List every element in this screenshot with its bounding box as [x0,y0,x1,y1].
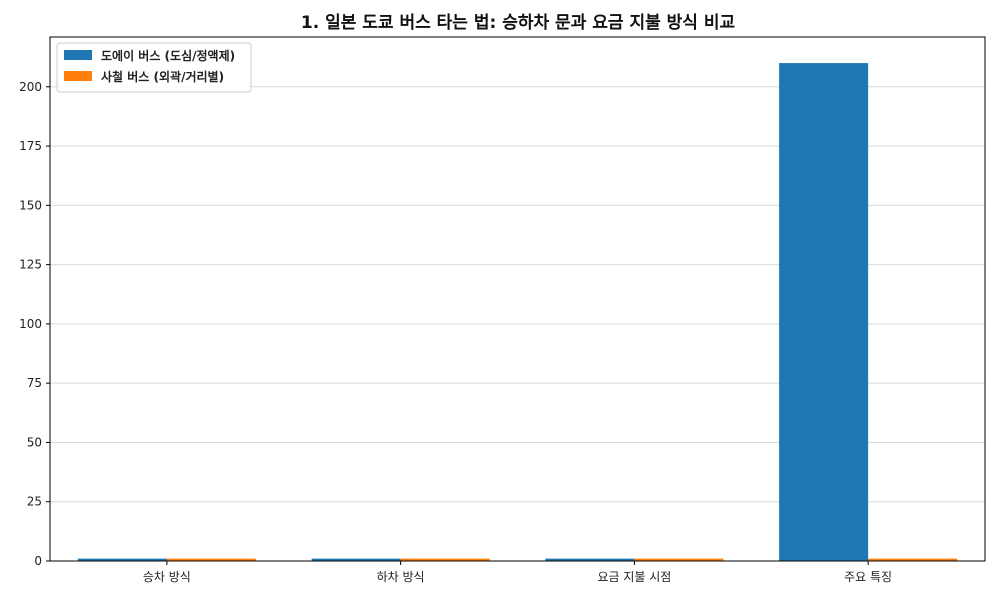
bar-2-3 [634,558,724,561]
bar-2-2 [400,558,490,561]
y-tick-label: 150 [19,198,42,212]
legend: 도에이 버스 (도심/정액제) 사철 버스 (외곽/거리별) [56,42,252,93]
y-tick-label: 75 [27,376,42,390]
legend-label-2: 사철 버스 (외곽/거리별) [101,69,224,84]
x-tick-label: 승차 방식 [143,570,191,584]
y-tick-label: 0 [34,554,42,568]
bar-2-4 [868,558,958,561]
bar-1-3 [545,558,635,561]
x-axis: 승차 방식 하차 방식 요금 지불 시점 주요 특징 [143,561,892,584]
x-tick-label: 주요 특징 [844,570,892,584]
x-tick-label: 하차 방식 [377,570,425,584]
legend-label-1: 도에이 버스 (도심/정액제) [101,48,235,63]
legend-swatch-2 [64,71,92,81]
plot-frame [49,36,986,562]
y-tick-label: 25 [27,495,42,509]
y-axis: 0 25 50 75 100 125 150 175 200 [19,80,50,568]
y-tick-label: 125 [19,258,42,272]
bars [77,63,958,561]
y-tick-label: 50 [27,435,42,449]
legend-swatch-1 [64,50,92,60]
x-tick-label: 요금 지불 시점 [597,570,671,584]
grid-lines [50,86,985,562]
bar-1-1 [77,558,167,561]
chart-title: 1. 일본 도쿄 버스 타는 법: 승하차 문과 요금 지불 방식 비교 [301,13,736,33]
bar-2-1 [166,558,256,561]
y-tick-label: 200 [19,80,42,94]
legend-box [56,42,252,93]
bar-1-2 [311,558,401,561]
y-tick-label: 175 [19,139,42,153]
bar-1-4 [779,63,869,561]
y-tick-label: 100 [19,317,42,331]
